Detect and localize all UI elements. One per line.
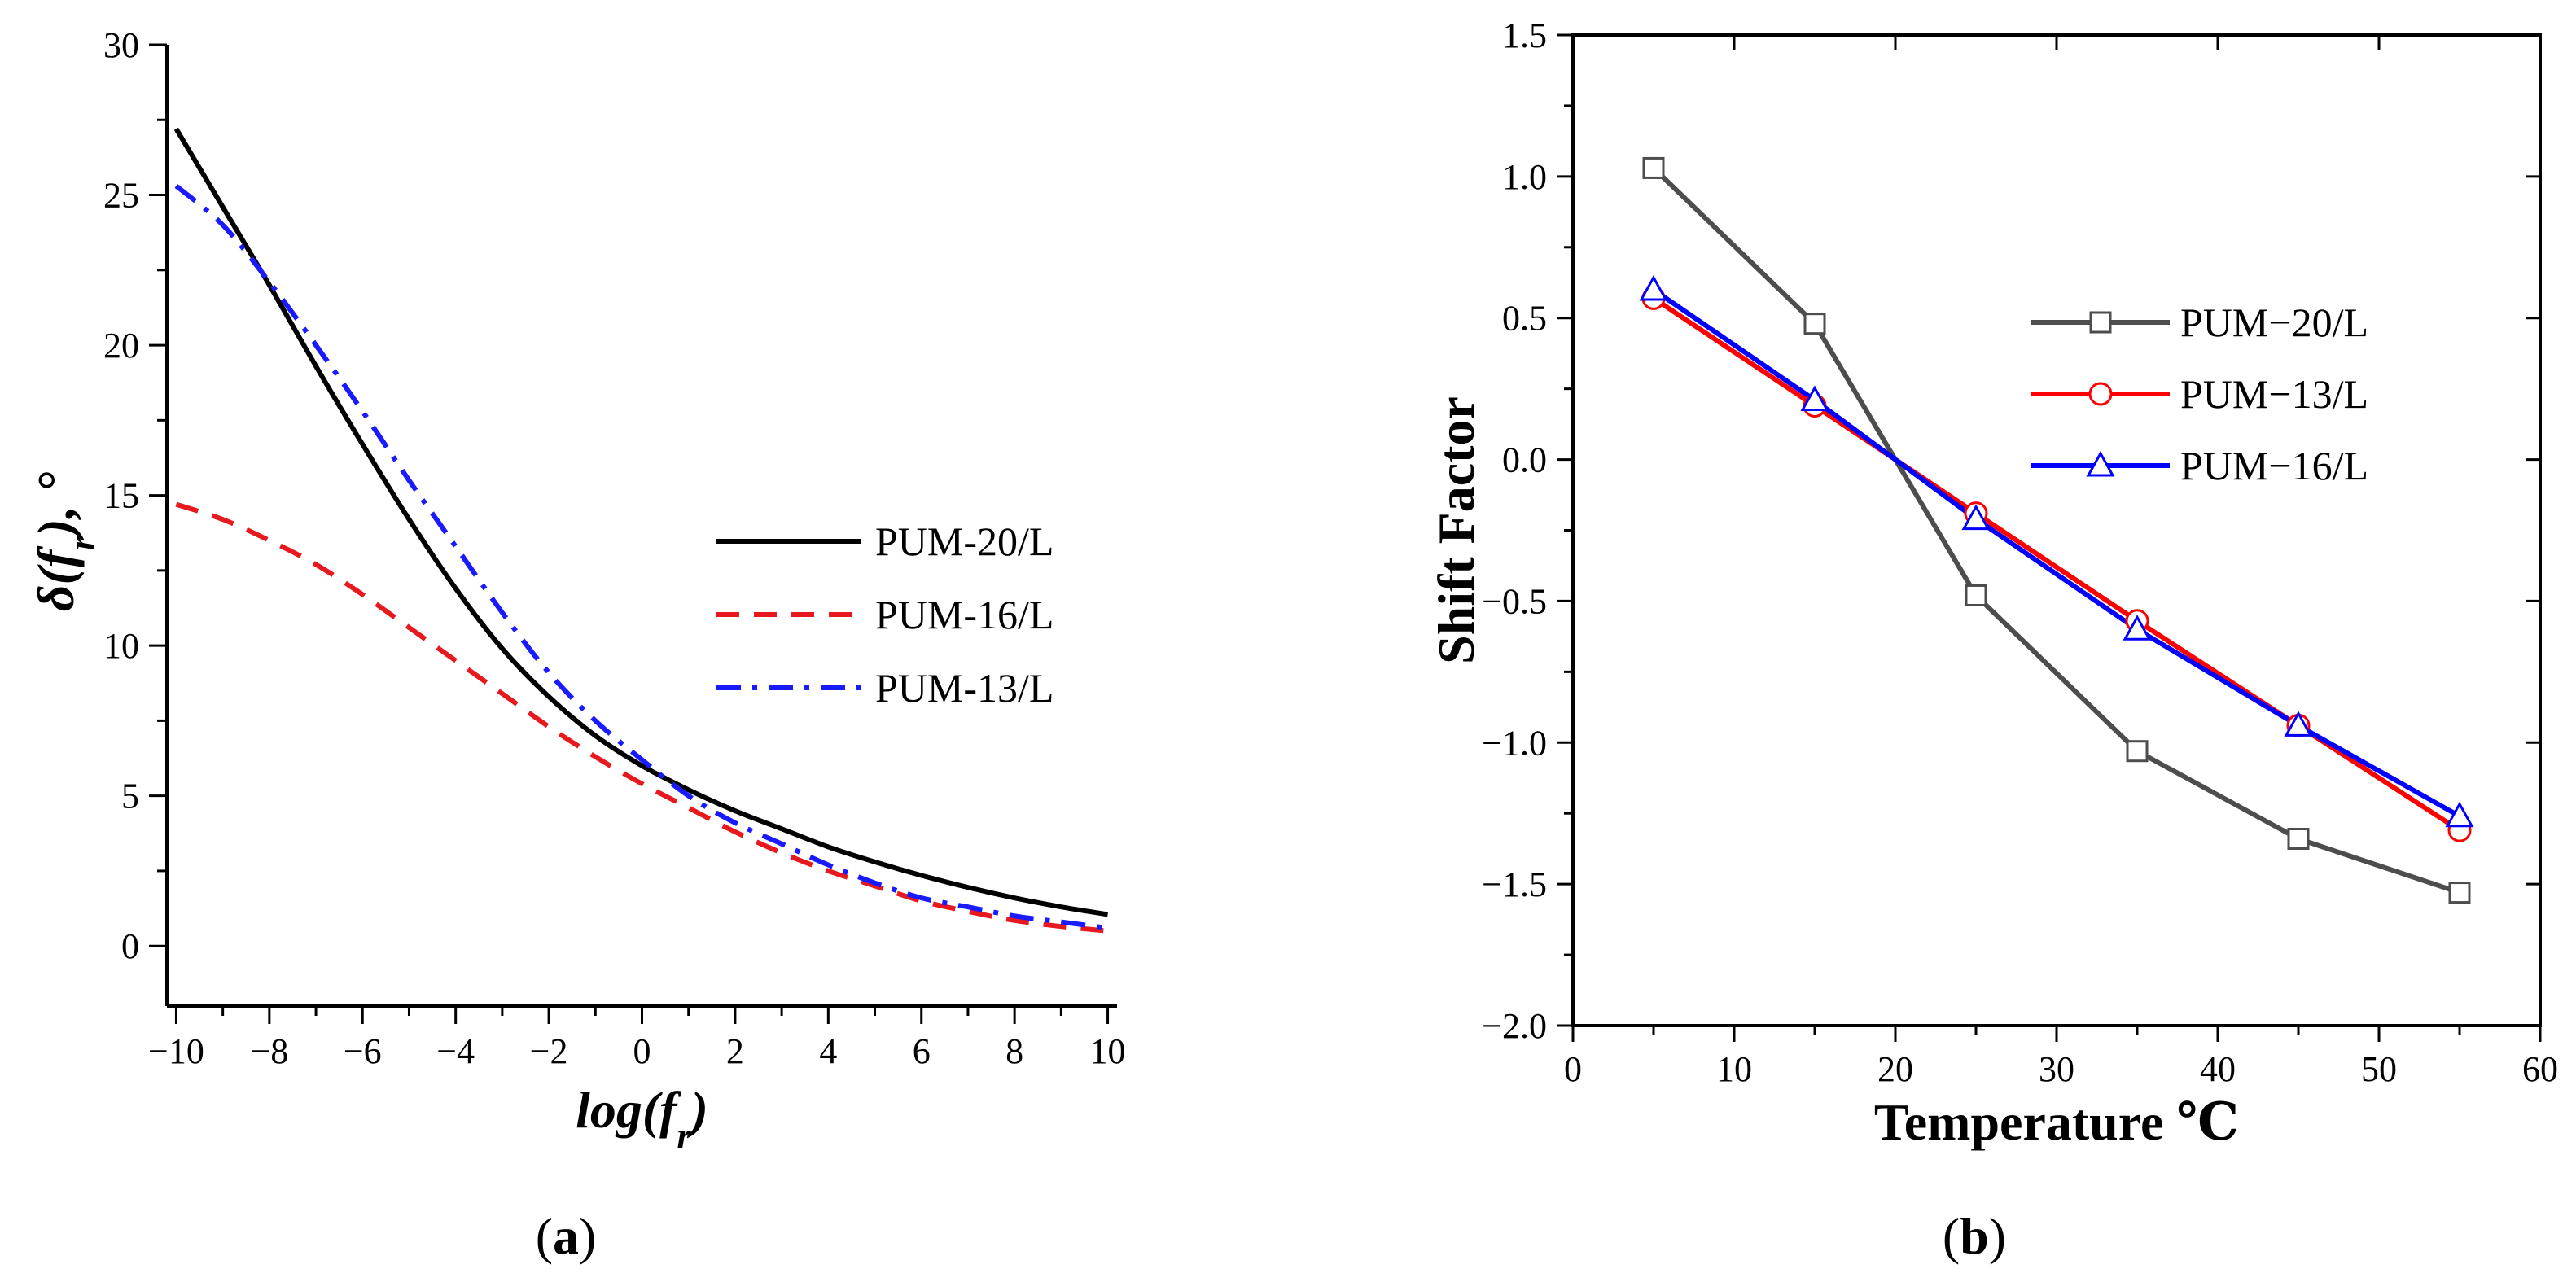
data-point-pum-20-l-2	[1965, 584, 1987, 606]
a-y-tick-label-6: 30	[103, 25, 139, 65]
legend-label-pum-13-l: PUM−13/L	[2180, 371, 2368, 417]
b-y-tick-label-6: 1.0	[1502, 157, 1547, 197]
data-point-pum-16-l-5	[2445, 801, 2474, 828]
chart-a-series	[173, 127, 1109, 934]
data-point-pum-20-l-1	[1803, 313, 1826, 335]
b-x-tick-label-0: 0	[1564, 1049, 1582, 1089]
chart-b-caption: (b)	[1943, 1207, 2006, 1265]
legend-marker-pum-16-l	[2086, 450, 2115, 477]
chart-b-x-axis-title: Temperature ℃	[1874, 1093, 2239, 1151]
a-x-tick-label-10: 10	[1090, 1031, 1126, 1071]
b-x-tick-label-1: 10	[1716, 1049, 1752, 1089]
legend-label-pum-16-l: PUM-16/L	[875, 592, 1054, 637]
a-x-tick-label-4: −2	[530, 1031, 568, 1071]
a-x-tick-label-3: −4	[436, 1031, 475, 1071]
chart-b-plot-frame	[1571, 33, 2542, 1027]
chart-a-caption-letter: a	[553, 1207, 579, 1265]
data-point-pum-16-l-0	[1639, 274, 1668, 301]
data-point-pum-16-l-1	[1800, 385, 1829, 412]
a-x-tick-label-5: 0	[633, 1031, 651, 1071]
chart-a-ticks: −10 −8 −6 −4 −2 0 2 4 6 8 10 0 5 10 15 20 25 30	[103, 25, 1126, 1071]
b-y-tick-label-7: 1.5	[1502, 15, 1547, 55]
b-y-tick-label-0: −2.0	[1482, 1006, 1547, 1046]
series-line-pum-16-l	[175, 501, 1108, 934]
chart-b-caption-letter: b	[1960, 1207, 1989, 1265]
b-x-tick-label-2: 20	[1877, 1049, 1913, 1089]
a-x-tick-label-7: 4	[819, 1031, 837, 1071]
a-x-tick-label-9: 8	[1005, 1031, 1023, 1071]
series-line-pum-13-l	[174, 184, 1108, 931]
chart-a-y-axis-title: δ(fr), °	[27, 471, 102, 611]
b-x-tick-label-5: 50	[2361, 1049, 2397, 1089]
b-y-tick-label-4: 0.0	[1502, 440, 1547, 480]
data-point-pum-20-l-4	[2287, 828, 2310, 851]
b-x-tick-label-6: 60	[2522, 1049, 2558, 1089]
chart-b-ticks: 0 10 20 30 40 50 60 −2.0 −1.5 −1.0 −0.5 0.0 0.5 1.0 1.…	[1482, 15, 2558, 1089]
legend-label-pum-20-l: PUM−20/L	[2180, 300, 2368, 345]
data-point-pum-20-l-5	[2448, 882, 2471, 904]
legend-marker-pum-13-l	[2088, 382, 2113, 406]
chart-b-legend: PUM−20/L PUM−13/L PUM−16/L	[2031, 300, 2368, 488]
chart-a-caption: (a)	[536, 1207, 597, 1265]
a-y-tick-label-2: 10	[103, 626, 139, 666]
b-y-tick-label-2: −1.0	[1482, 723, 1547, 763]
data-point-pum-16-l-3	[2123, 615, 2152, 641]
chart-a-x-axis-title: log(fr)	[576, 1081, 708, 1156]
a-x-tick-label-2: −6	[344, 1031, 382, 1071]
series-line-pum-16-l	[1652, 287, 2461, 819]
a-x-tick-label-6: 2	[726, 1031, 744, 1071]
series-line-pum-20-l	[1651, 166, 2460, 895]
a-y-tick-label-5: 25	[103, 176, 139, 216]
a-x-tick-label-0: −10	[148, 1031, 204, 1071]
chart-b: 0 10 20 30 40 50 60 −2.0 −1.5 −1.0 −0.5 0.0 0.5 1.0 1.…	[1427, 15, 2558, 1265]
a-x-tick-label-1: −8	[250, 1031, 288, 1071]
data-point-pum-16-l-2	[1961, 504, 1991, 531]
legend-label-pum-13-l: PUM-13/L	[875, 665, 1054, 711]
b-y-tick-label-1: −1.5	[1482, 864, 1547, 904]
a-y-tick-label-3: 15	[103, 476, 139, 516]
data-point-pum-20-l-3	[2126, 740, 2149, 763]
chart-b-y-axis-title: Shift Factor	[1427, 396, 1485, 664]
b-x-tick-label-3: 30	[2039, 1049, 2074, 1089]
a-y-tick-label-0: 0	[121, 926, 139, 966]
b-y-tick-label-5: 0.5	[1502, 299, 1547, 339]
b-y-tick-label-3: −0.5	[1482, 581, 1547, 621]
chart-a-legend: PUM-20/L PUM-16/L PUM-13/L	[716, 518, 1054, 711]
legend-marker-pum-20-l	[2089, 311, 2112, 334]
b-x-tick-label-4: 40	[2200, 1049, 2236, 1089]
a-y-tick-label-4: 20	[103, 326, 139, 365]
data-point-pum-20-l-0	[1642, 156, 1665, 179]
a-x-tick-label-8: 6	[913, 1031, 931, 1071]
series-line-pum-20-l	[173, 127, 1109, 917]
a-y-tick-label-1: 5	[121, 777, 139, 816]
legend-label-pum-20-l: PUM-20/L	[875, 518, 1054, 564]
data-point-pum-16-l-4	[2284, 711, 2313, 737]
legend-label-pum-16-l: PUM−16/L	[2180, 443, 2368, 488]
chart-b-series	[1639, 156, 2474, 904]
